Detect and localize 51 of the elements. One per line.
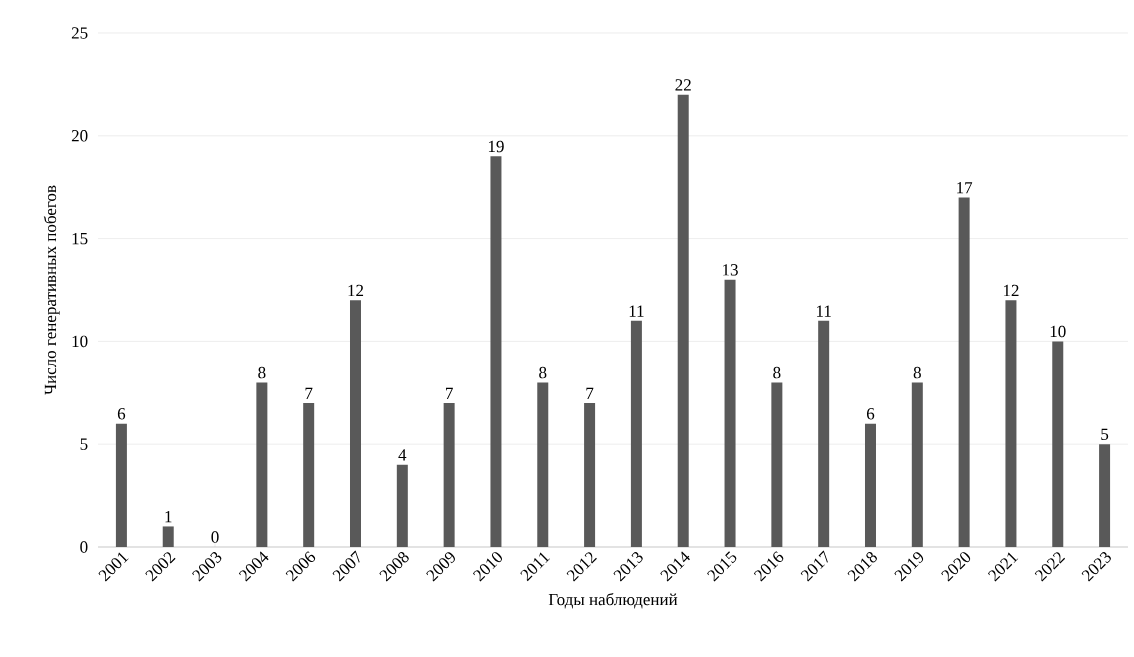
data-label: 13 [723,264,738,276]
bar [818,320,830,547]
data-label: 1 [165,511,172,523]
y-tick-label: 5 [80,438,88,450]
data-label: 22 [675,79,691,91]
data-label: 12 [1003,284,1019,297]
data-label: 19 [488,140,504,153]
y-tick-label: 10 [72,335,88,348]
bar [537,382,549,547]
bar [677,94,689,547]
bar [350,300,361,547]
bar [162,526,174,547]
data-label: 17 [957,182,973,194]
bar [490,156,502,547]
bar [1005,300,1017,547]
bar [864,423,876,547]
bar [911,382,923,547]
data-label: 6 [117,408,126,420]
bar [396,464,408,547]
bar [630,320,642,547]
data-label: 7 [305,387,313,399]
bar [1052,341,1064,547]
data-label: 11 [629,305,644,317]
data-label: 7 [446,387,453,399]
data-label: 8 [773,366,781,379]
data-label: 4 [398,449,407,461]
data-label: 0 [211,531,219,543]
bar [1099,444,1111,547]
bar [303,403,315,547]
y-tick-label: 0 [80,541,88,553]
data-label: 8 [539,366,547,379]
bar [771,382,783,547]
bar [724,279,736,547]
y-tick-label: 25 [71,27,88,39]
bar [443,403,455,547]
data-label: 5 [1101,428,1109,441]
y-tick-label: 15 [72,232,88,245]
data-label: 10 [1050,325,1066,338]
y-tick-label: 20 [71,130,88,142]
bar [958,197,970,547]
bar [584,403,596,547]
y-axis-title: Число генеративных побегов [43,185,60,395]
data-label: 6 [866,408,875,420]
bar [115,423,127,547]
data-label: 8 [258,366,266,379]
data-label: 12 [348,284,364,297]
bar [256,382,268,547]
data-label: 7 [586,387,594,399]
data-label: 8 [913,366,921,379]
data-label: 11 [816,305,831,317]
x-axis-title: Годы наблюдений [548,592,678,609]
